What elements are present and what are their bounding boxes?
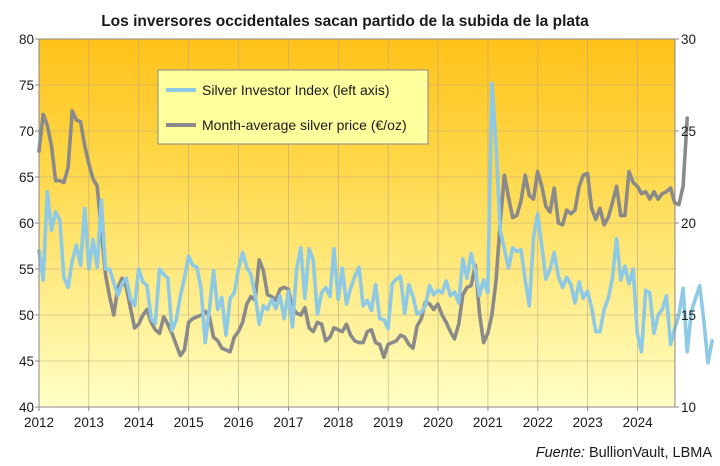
x-axis: 2012 2013 2014 2015 2016 2017 2018 2019 2020 2021… — [24, 407, 653, 430]
series-layer — [37, 81, 714, 365]
legend-box — [157, 69, 429, 145]
y-axis-right: 10 15 20 25 30 — [675, 32, 696, 415]
y-left-tick-label: 60 — [19, 216, 34, 231]
series-line-silver-investor-index — [37, 81, 714, 365]
source-text: BullionVault, LBMA — [585, 445, 712, 461]
chart-title: Los inversores occidentales sacan partid… — [101, 13, 589, 30]
y-right-tick-label: 25 — [681, 124, 696, 139]
x-tick-label: 2022 — [523, 415, 553, 430]
y-left-tick-label: 40 — [19, 400, 34, 415]
y-right-tick-label: 15 — [681, 308, 696, 323]
x-tick-label: 2018 — [323, 415, 353, 430]
y-left-tick-label: 55 — [19, 262, 34, 277]
y-right-tick-label: 20 — [681, 216, 696, 231]
y-left-tick-label: 45 — [19, 354, 34, 369]
y-right-tick-label: 30 — [681, 32, 696, 47]
x-tick-label: 2016 — [224, 415, 254, 430]
legend-label-silver-investor-index: Silver Investor Index (left axis) — [202, 82, 390, 98]
x-tick-label: 2015 — [174, 415, 204, 430]
y-left-tick-label: 75 — [19, 78, 34, 93]
x-tick-label: 2023 — [573, 415, 603, 430]
source-note: Fuente: BullionVault, LBMA — [536, 445, 713, 461]
series-line-silver-price — [37, 109, 690, 360]
x-tick-label: 2017 — [273, 415, 303, 430]
x-tick-label: 2021 — [473, 415, 503, 430]
y-left-tick-label: 65 — [19, 170, 34, 185]
source-prefix: Fuente: — [536, 445, 585, 461]
y-left-tick-label: 80 — [19, 32, 34, 47]
x-tick-label: 2014 — [124, 415, 155, 430]
y-axis-left: 40 45 50 55 60 65 70 75 80 — [19, 32, 39, 415]
x-tick-label: 2012 — [24, 415, 54, 430]
legend: Silver Investor Index (left axis) Month-… — [157, 69, 429, 145]
y-left-tick-label: 70 — [19, 124, 34, 139]
legend-label-silver-price: Month-average silver price (€/oz) — [202, 117, 407, 133]
x-tick-label: 2019 — [373, 415, 403, 430]
x-tick-label: 2020 — [423, 415, 453, 430]
x-tick-label: 2024 — [623, 415, 654, 430]
y-right-tick-label: 10 — [681, 400, 696, 415]
y-left-tick-label: 50 — [19, 308, 34, 323]
x-tick-label: 2013 — [74, 415, 104, 430]
